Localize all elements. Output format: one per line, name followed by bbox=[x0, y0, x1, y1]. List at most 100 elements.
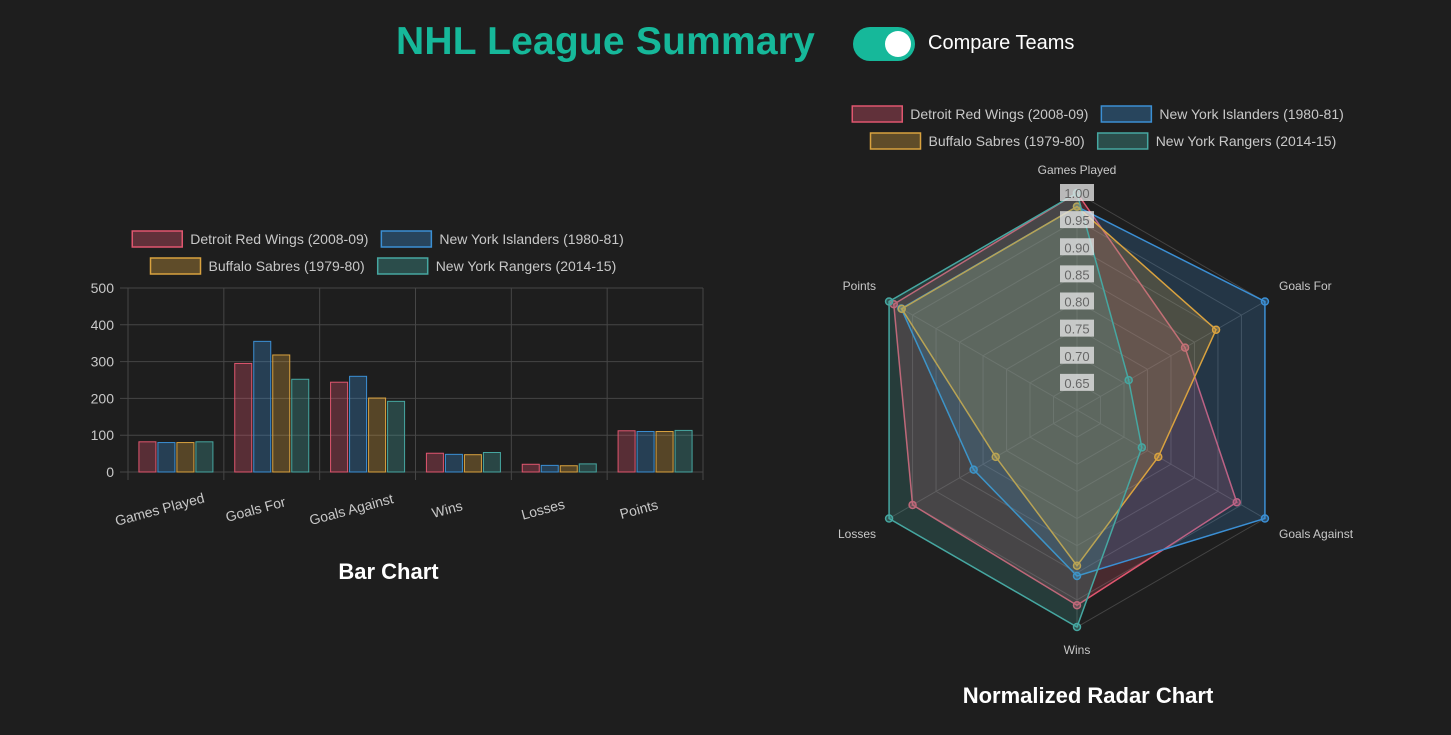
legend-swatch bbox=[1096, 132, 1149, 150]
y-tick-label: 400 bbox=[91, 317, 115, 333]
legend-swatch bbox=[869, 132, 922, 150]
bar bbox=[272, 354, 291, 473]
x-tick-label: Goals For bbox=[224, 493, 288, 524]
bar-chart-title: Bar Chart bbox=[338, 559, 439, 584]
radar-ticks: 0.65 0.70 0.75 0.80 0.85 0.90 0.95 1.00 bbox=[1060, 184, 1094, 391]
radar-tick-label: 0.65 bbox=[1064, 376, 1089, 391]
radar-point bbox=[1211, 325, 1221, 334]
x-tick-label: Losses bbox=[519, 496, 566, 523]
header: NHL League Summary Compare Teams bbox=[0, 0, 1451, 90]
radar-axis-label: Wins bbox=[1064, 643, 1091, 657]
legend-swatch bbox=[1100, 105, 1153, 123]
legend-row: Buffalo Sabres (1979-80) New York Rangers… bbox=[869, 132, 1337, 150]
radar-axis-line bbox=[1076, 301, 1266, 411]
bar bbox=[195, 441, 214, 473]
radar-point bbox=[908, 500, 917, 510]
compare-teams-toggle[interactable] bbox=[853, 27, 915, 61]
radar-point bbox=[1072, 601, 1082, 610]
radar-tick-bg bbox=[1060, 238, 1094, 256]
compare-teams-label: Compare Teams bbox=[928, 32, 1075, 54]
radar-point bbox=[1180, 343, 1190, 352]
y-tick-label: 0 bbox=[106, 464, 114, 480]
legend-row: Buffalo Sabres (1979-80) New York Rangers… bbox=[149, 257, 617, 275]
bar bbox=[234, 362, 253, 473]
legend-swatch bbox=[851, 105, 903, 123]
radar-point bbox=[1072, 622, 1082, 632]
radar-axis-line bbox=[888, 301, 1078, 411]
toggle-knob bbox=[885, 31, 911, 57]
radar-point bbox=[991, 452, 1000, 462]
bar-chart: Detroit Red Wings (2008-09) New York Isla… bbox=[91, 230, 704, 529]
radar-series-area bbox=[892, 191, 1238, 607]
radar-tick-bg bbox=[1060, 184, 1094, 201]
bar bbox=[617, 430, 636, 473]
legend-swatch bbox=[131, 230, 183, 248]
x-tick-label: Goals Against bbox=[307, 490, 395, 528]
page-title: NHL League Summary bbox=[396, 20, 816, 63]
legend-swatch bbox=[380, 230, 433, 248]
radar-tick-label: 0.95 bbox=[1064, 213, 1089, 228]
bar bbox=[636, 431, 655, 473]
y-tick-label: 100 bbox=[91, 427, 115, 443]
bar bbox=[482, 451, 501, 473]
legend-row: Detroit Red Wings (2008-09) New York Isla… bbox=[851, 105, 1344, 123]
y-tick-label: 200 bbox=[91, 390, 115, 406]
radar-series bbox=[884, 188, 1270, 632]
bar bbox=[655, 431, 674, 473]
radar-axis-label: Points bbox=[843, 279, 876, 293]
radar-point bbox=[1137, 443, 1147, 452]
legend-label: Detroit Red Wings (2008-09) bbox=[910, 106, 1088, 122]
radar-point bbox=[1232, 497, 1241, 507]
radar-tick-bg bbox=[1060, 319, 1094, 337]
radar-tick-bg bbox=[1060, 292, 1094, 310]
radar-point bbox=[969, 465, 978, 474]
bar bbox=[444, 453, 463, 473]
legend-swatch bbox=[149, 257, 202, 275]
x-tick-label: Wins bbox=[430, 497, 464, 521]
bar bbox=[330, 381, 349, 473]
radar-tick-bg bbox=[1060, 373, 1094, 391]
bar bbox=[540, 464, 559, 473]
x-tick-label: Games Played bbox=[113, 490, 206, 529]
bar bbox=[674, 429, 693, 473]
radar-axis-line bbox=[888, 409, 1078, 519]
radar-point bbox=[1260, 297, 1270, 306]
radar-axis-label: Goals Against bbox=[1279, 527, 1354, 541]
radar-point bbox=[884, 297, 894, 306]
bar bbox=[138, 441, 157, 473]
bar bbox=[559, 465, 578, 473]
radar-series-area bbox=[900, 205, 1217, 567]
bar bbox=[176, 442, 195, 473]
legend-label: New York Rangers (2014-15) bbox=[1156, 133, 1337, 149]
radar-tick-label: 0.90 bbox=[1064, 240, 1089, 255]
legend-label: Buffalo Sabres (1979-80) bbox=[929, 133, 1085, 149]
radar-tick-label: 0.80 bbox=[1064, 295, 1089, 310]
y-tick-label: 300 bbox=[91, 354, 115, 370]
radar-chart-title: Normalized Radar Chart bbox=[962, 683, 1214, 708]
legend-row: Detroit Red Wings (2008-09) New York Isla… bbox=[131, 230, 624, 248]
radar-point bbox=[1260, 514, 1270, 523]
radar-tick-label: 0.75 bbox=[1064, 322, 1089, 337]
radar-tick-label: 1.00 bbox=[1064, 186, 1089, 201]
bars bbox=[138, 340, 693, 473]
legend-label: Detroit Red Wings (2008-09) bbox=[190, 231, 368, 247]
radar-point bbox=[897, 304, 907, 314]
legend-label: New York Rangers (2014-15) bbox=[436, 258, 617, 274]
radar-point bbox=[1072, 561, 1082, 570]
y-tick-label: 500 bbox=[91, 280, 115, 296]
radar-tick-bg bbox=[1060, 346, 1094, 364]
radar-axis-label: Games Played bbox=[1038, 163, 1117, 177]
radar-tick-label: 0.85 bbox=[1064, 267, 1089, 282]
bar bbox=[521, 463, 540, 473]
radar-tick-label: 0.70 bbox=[1064, 349, 1089, 364]
bar bbox=[253, 340, 272, 473]
radar-tick-bg bbox=[1060, 211, 1094, 229]
legend-label: New York Islanders (1980-81) bbox=[1159, 106, 1343, 122]
legend-label: New York Islanders (1980-81) bbox=[439, 231, 623, 247]
bar bbox=[157, 442, 176, 473]
bar bbox=[463, 454, 482, 473]
bar bbox=[368, 397, 387, 473]
bar bbox=[578, 463, 597, 473]
legend-label: Buffalo Sabres (1979-80) bbox=[209, 258, 365, 274]
radar-axis-label: Goals For bbox=[1279, 279, 1332, 293]
